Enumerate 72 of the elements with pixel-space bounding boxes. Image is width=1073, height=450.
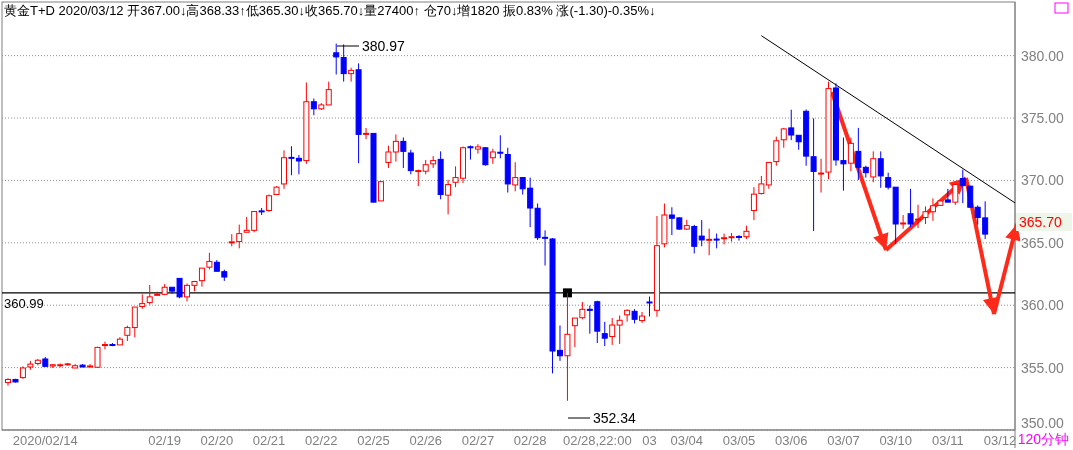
- candlestick: [877, 150, 884, 189]
- y-tick-label: 360.00: [1021, 297, 1065, 314]
- candlestick: [407, 149, 414, 175]
- x-tick-label: 03/05: [722, 433, 756, 448]
- x-tick-label: 2020/02/14: [12, 433, 78, 448]
- candlestick: [400, 137, 407, 169]
- x-tick-label: 03/06: [774, 433, 808, 448]
- candlestick: [698, 219, 705, 247]
- candlestick: [340, 43, 347, 83]
- y-tick-label: 350.00: [1021, 415, 1065, 431]
- candlestick: [616, 314, 623, 345]
- candlestick: [907, 188, 914, 228]
- candlestick: [445, 179, 452, 215]
- candlestick: [944, 188, 951, 203]
- x-tick-label: 02/27: [461, 433, 495, 448]
- candlestick: [646, 296, 653, 317]
- candlestick: [788, 109, 795, 141]
- x-tick-label: 03/10: [879, 433, 912, 448]
- candlestick: [333, 43, 340, 75]
- candlestick: [870, 150, 877, 183]
- text: 365.70: [1019, 214, 1063, 230]
- x-tick-label: 02/22: [305, 433, 338, 448]
- x-tick-label: 02/21: [252, 433, 286, 448]
- candlestick: [736, 234, 743, 242]
- x-tick-label: 03/04: [670, 433, 704, 448]
- candlestick: [773, 136, 780, 167]
- candlestick: [198, 267, 205, 288]
- candlestick: [348, 67, 355, 83]
- y-tick-label: 380.00: [1021, 47, 1065, 64]
- text: 120分钟: [1017, 431, 1069, 447]
- x-tick-label: 02/26: [409, 433, 442, 448]
- candlestick: [915, 204, 922, 229]
- y-tick-label: 355.00: [1021, 359, 1065, 376]
- candlestick: [601, 321, 608, 347]
- candlestick: [959, 169, 966, 204]
- candlestick: [750, 186, 757, 221]
- candlestick: [624, 308, 631, 323]
- candlestick: [101, 341, 108, 350]
- x-tick-label: 03: [642, 433, 657, 448]
- candlestick: [952, 184, 959, 206]
- candlestick: [146, 284, 153, 306]
- annotation: 380.97: [362, 38, 406, 54]
- x-tick-label: 03/11: [932, 433, 964, 448]
- candlestick: [497, 134, 504, 159]
- ref-line-label: 360.99: [4, 295, 44, 311]
- candlestick: [482, 146, 489, 167]
- candlestick: [847, 137, 854, 172]
- candlestick: [691, 224, 698, 254]
- y-tick-label: 375.00: [1021, 110, 1065, 127]
- candlestick: [900, 214, 907, 230]
- x-tick-label: 02/20: [200, 433, 234, 448]
- candlestick: [325, 81, 332, 106]
- candlestick: [639, 311, 646, 324]
- y-tick-label: 365.00: [1021, 234, 1065, 251]
- candlestick: [489, 148, 496, 165]
- x-tick-label: 03/07: [827, 433, 860, 448]
- x-tick-label: 03/12: [983, 433, 1017, 448]
- x-tick-label: 02/19: [148, 433, 181, 448]
- candlestick: [609, 317, 616, 346]
- annotation: 352.34: [593, 410, 637, 426]
- x-tick-label: 02/25: [357, 433, 390, 448]
- x-tick-label: 02/28: [513, 433, 547, 448]
- candlestick: [377, 180, 384, 202]
- candlestick: [706, 228, 713, 256]
- candlestick: [363, 127, 370, 140]
- y-tick-label: 370.00: [1021, 172, 1065, 189]
- candlestick: [467, 145, 474, 161]
- candlestick: [5, 377, 11, 387]
- candlestick: [512, 161, 519, 192]
- chart-title: 黄金T+D 2020/03/12 开367.00↓高368.33↑低365.30↓收365.70↓量27400↑ 仓70↓增1820 振0.83% 涨(-1.30)-0.35%↓: [4, 3, 656, 18]
- candlestick: [474, 143, 481, 155]
- x-tick-label: 02/28,22:00: [562, 433, 632, 448]
